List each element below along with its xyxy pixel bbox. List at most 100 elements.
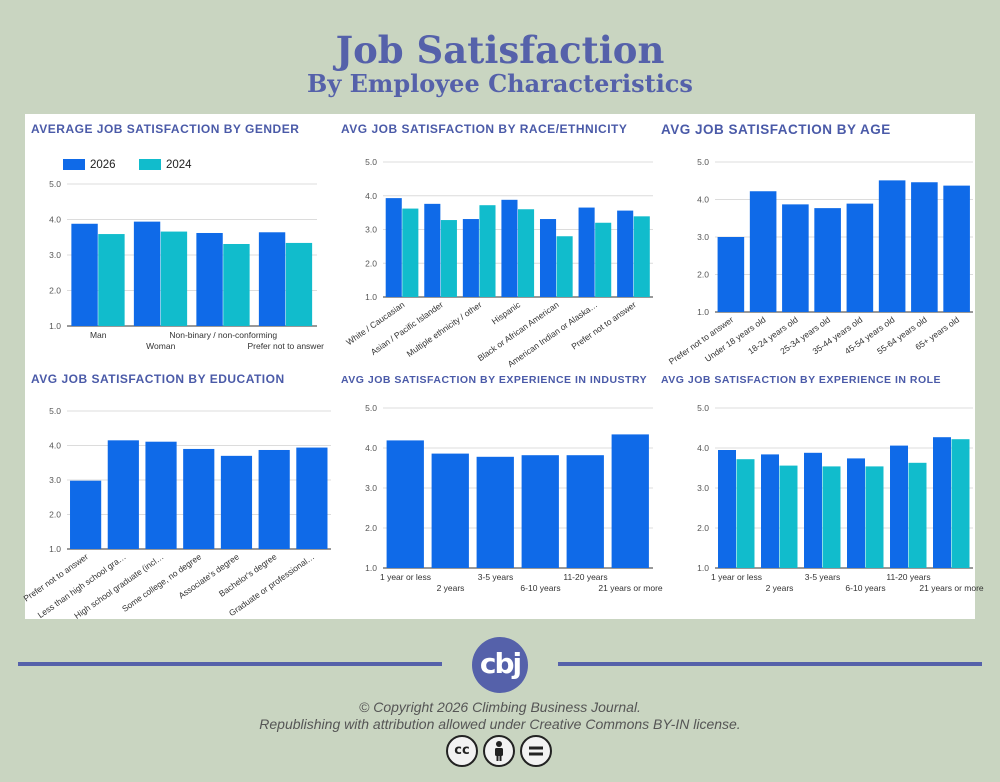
x-tick-label: 11-20 years — [563, 572, 607, 582]
y-tick-label: 3.0 — [365, 225, 377, 235]
chart-industry: AVG JOB SATISFACTION BY EXPERIENCE IN IN… — [335, 364, 663, 619]
x-tick-label: Hispanic — [490, 299, 523, 326]
x-tick-label: 3-5 years — [805, 572, 840, 582]
y-tick-label: 1.0 — [49, 544, 61, 554]
x-tick-label: 1 year or less — [380, 572, 431, 582]
y-tick-label: 1.0 — [365, 563, 377, 573]
bar — [71, 223, 98, 326]
legend-swatch — [139, 159, 161, 170]
copyright-text: © Copyright 2026 Climbing Business Journ… — [359, 699, 641, 715]
bar — [761, 454, 779, 568]
chart-title: AVG JOB SATISFACTION BY RACE/ETHNICITY — [341, 122, 628, 136]
chart-title: AVG JOB SATISFACTION BY AGE — [661, 122, 891, 137]
y-tick-label: 5.0 — [697, 403, 709, 413]
chart-gender: AVERAGE JOB SATISFACTION BY GENDER 5.0 4.… — [25, 114, 335, 364]
y-tick-label: 2.0 — [697, 523, 709, 533]
bar — [717, 237, 745, 312]
y-tick-label: 1.0 — [365, 292, 377, 302]
y-tick-label: 3.0 — [697, 232, 709, 242]
page-subtitle: By Employee Characteristics — [307, 69, 693, 98]
bar — [424, 203, 441, 297]
bar — [779, 465, 798, 568]
x-tick-label: Man — [90, 330, 107, 340]
bar — [518, 209, 535, 297]
y-tick-label: 3.0 — [365, 483, 377, 493]
bar — [385, 198, 402, 297]
bar — [440, 220, 457, 297]
bar — [258, 449, 290, 549]
y-tick-label: 5.0 — [365, 403, 377, 413]
x-tick-label: Prefer not to answer — [247, 341, 324, 351]
page-title: Job Satisfaction — [335, 28, 665, 72]
bar — [258, 232, 286, 326]
y-tick-label: 4.0 — [697, 195, 709, 205]
bar — [736, 459, 755, 568]
footer-divider-right — [558, 662, 982, 666]
legend-label: 2026 — [90, 159, 116, 171]
charts-panel: AVERAGE JOB SATISFACTION BY GENDER 5.0 4.… — [22, 114, 984, 621]
y-tick-label: 4.0 — [365, 443, 377, 453]
bar — [476, 456, 514, 568]
bar — [578, 207, 595, 297]
license-icons: cc — [446, 735, 556, 771]
y-tick-label: 4.0 — [697, 443, 709, 453]
x-tick-label: 2 years — [766, 583, 794, 593]
y-tick-label: 1.0 — [697, 307, 709, 317]
bar — [462, 219, 479, 297]
y-tick-label: 1.0 — [49, 321, 61, 331]
bar — [846, 203, 874, 312]
x-tick-label: 21 years or more — [598, 583, 663, 593]
y-tick-label: 2.0 — [49, 510, 61, 520]
bar — [617, 210, 634, 297]
bar — [566, 455, 604, 568]
y-tick-label: 3.0 — [49, 250, 61, 260]
chart-canvas: 5.0 4.0 3.0 2.0 1.01 year or less 2 years 3-5 … — [697, 403, 984, 593]
footer-divider-left — [18, 662, 442, 666]
chart-title: AVG JOB SATISFACTION BY EXPERIENCE IN RO… — [661, 374, 942, 386]
legend-swatch — [63, 159, 85, 170]
chart-education: AVG JOB SATISFACTION BY EDUCATION 5.0 4.0… — [22, 364, 335, 621]
bar — [521, 455, 559, 568]
chart-role: AVG JOB SATISFACTION BY EXPERIENCE IN RO… — [655, 364, 984, 619]
y-tick-label: 5.0 — [49, 406, 61, 416]
bar — [943, 185, 970, 312]
bar — [183, 448, 215, 549]
y-tick-label: 4.0 — [49, 215, 61, 225]
x-tick-label: 2 years — [437, 583, 465, 593]
bar — [386, 440, 424, 568]
bar — [556, 236, 573, 297]
license-text: Republishing with attribution allowed un… — [259, 716, 741, 732]
y-tick-label: 4.0 — [49, 441, 61, 451]
bar — [133, 221, 161, 326]
bar — [145, 441, 177, 549]
chart-title: AVG JOB SATISFACTION BY EDUCATION — [31, 372, 285, 386]
chart-race: AVG JOB SATISFACTION BY RACE/ETHNICITY 5… — [335, 114, 655, 369]
x-tick-label: 21 years or more — [919, 583, 984, 593]
bar — [611, 434, 649, 568]
bar — [633, 216, 650, 297]
x-tick-label: Non-binary / non-conforming — [169, 330, 277, 340]
bar — [196, 232, 223, 326]
y-tick-label: 2.0 — [365, 523, 377, 533]
x-tick-label: 6-10 years — [520, 583, 560, 593]
x-tick-label: 11-20 years — [886, 572, 930, 582]
y-tick-label: 2.0 — [365, 258, 377, 268]
y-tick-label: 5.0 — [365, 157, 377, 167]
bar — [933, 437, 951, 568]
y-tick-label: 3.0 — [49, 475, 61, 485]
y-tick-label: 1.0 — [697, 563, 709, 573]
chart-age: AVG JOB SATISFACTION BY AGE 5.0 4.0 3.0 2.0… — [655, 114, 975, 367]
bar — [908, 462, 927, 568]
chart-canvas: 5.0 4.0 3.0 2.0 1.01 year or less 2 years 3-5 … — [365, 403, 663, 593]
y-tick-label: 2.0 — [49, 286, 61, 296]
bar — [98, 234, 125, 326]
by-person-icon — [483, 735, 515, 767]
x-tick-label: Prefer not to answer — [569, 299, 638, 351]
bar — [718, 450, 736, 568]
y-tick-label: 3.0 — [697, 483, 709, 493]
bar — [822, 466, 841, 568]
bar — [431, 453, 469, 568]
x-tick-label: 6-10 years — [845, 583, 885, 593]
bar — [595, 222, 612, 297]
